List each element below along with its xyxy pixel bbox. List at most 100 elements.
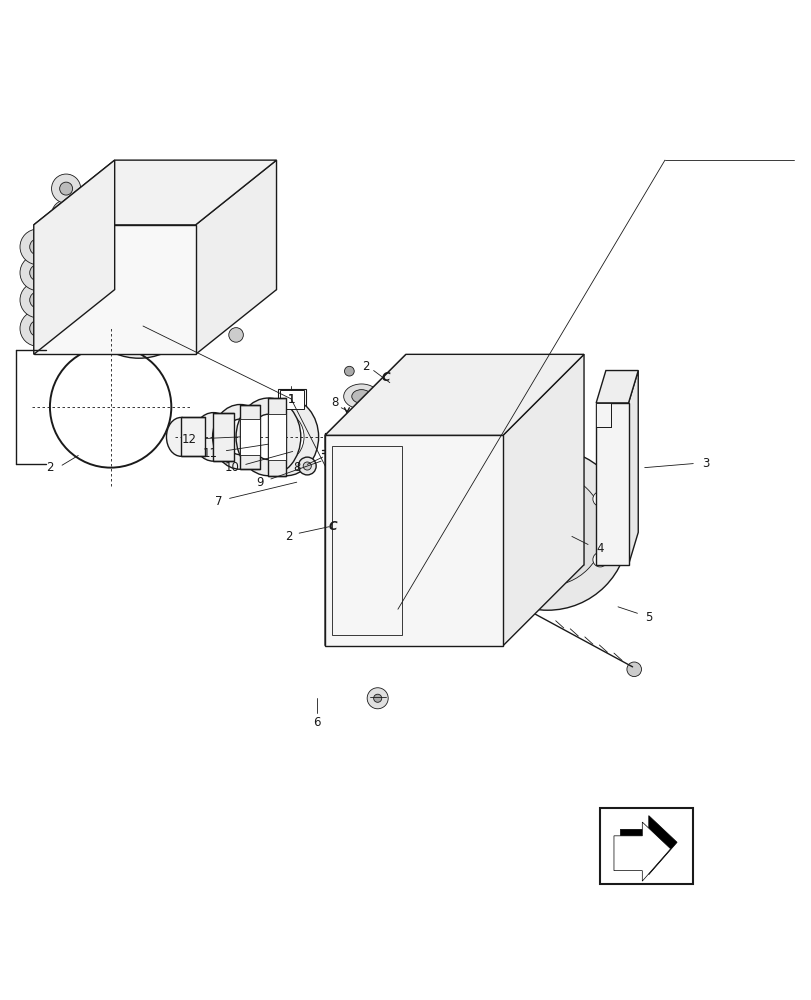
Circle shape	[367, 688, 388, 709]
Ellipse shape	[599, 461, 624, 481]
Circle shape	[366, 467, 377, 479]
Ellipse shape	[254, 398, 318, 476]
Polygon shape	[240, 419, 260, 455]
Circle shape	[466, 448, 628, 610]
Polygon shape	[324, 354, 406, 646]
Ellipse shape	[191, 417, 220, 456]
Ellipse shape	[268, 414, 303, 460]
Circle shape	[161, 257, 178, 273]
Circle shape	[336, 601, 362, 627]
Circle shape	[358, 460, 384, 486]
Text: 4: 4	[596, 542, 603, 555]
Polygon shape	[34, 225, 195, 354]
Polygon shape	[324, 435, 503, 646]
Ellipse shape	[354, 528, 368, 538]
Ellipse shape	[599, 500, 624, 519]
Text: 3: 3	[701, 457, 708, 470]
Polygon shape	[595, 403, 610, 427]
Circle shape	[515, 497, 579, 562]
Polygon shape	[620, 816, 676, 875]
Circle shape	[539, 583, 554, 597]
Circle shape	[30, 239, 46, 255]
Circle shape	[360, 617, 383, 640]
Circle shape	[336, 528, 362, 553]
Polygon shape	[595, 403, 628, 565]
Text: 2: 2	[362, 360, 369, 373]
Polygon shape	[628, 371, 637, 565]
Ellipse shape	[246, 419, 275, 455]
Circle shape	[336, 496, 362, 522]
Ellipse shape	[59, 182, 72, 195]
Text: C: C	[328, 520, 337, 533]
Ellipse shape	[341, 456, 381, 484]
Ellipse shape	[343, 384, 379, 409]
Circle shape	[119, 277, 158, 315]
Text: 12: 12	[182, 433, 196, 446]
Ellipse shape	[470, 381, 502, 400]
Ellipse shape	[59, 234, 72, 247]
Ellipse shape	[225, 419, 255, 455]
Circle shape	[343, 535, 354, 546]
Circle shape	[487, 628, 502, 642]
Text: 10: 10	[225, 461, 239, 474]
Circle shape	[487, 552, 502, 567]
Circle shape	[539, 461, 554, 476]
Circle shape	[298, 457, 315, 475]
Ellipse shape	[521, 383, 546, 399]
Ellipse shape	[195, 184, 212, 195]
Ellipse shape	[20, 229, 55, 265]
Ellipse shape	[20, 282, 55, 318]
Circle shape	[487, 438, 502, 453]
Ellipse shape	[353, 429, 369, 440]
Text: C: C	[381, 371, 389, 384]
Polygon shape	[268, 398, 286, 476]
Circle shape	[366, 503, 377, 515]
Polygon shape	[240, 405, 260, 469]
Ellipse shape	[420, 383, 444, 399]
Ellipse shape	[251, 414, 286, 460]
Circle shape	[344, 551, 354, 561]
Circle shape	[592, 492, 607, 506]
Circle shape	[303, 462, 311, 470]
Polygon shape	[213, 413, 234, 461]
Circle shape	[30, 292, 46, 308]
Ellipse shape	[599, 539, 624, 558]
Bar	[599, 808, 693, 884]
Circle shape	[80, 253, 97, 269]
Ellipse shape	[51, 252, 80, 281]
Polygon shape	[613, 822, 670, 881]
Ellipse shape	[51, 174, 80, 203]
Ellipse shape	[212, 405, 268, 469]
Circle shape	[358, 528, 384, 553]
Text: 2: 2	[46, 461, 54, 474]
Circle shape	[626, 662, 641, 677]
Ellipse shape	[147, 184, 163, 195]
Ellipse shape	[186, 179, 221, 200]
Circle shape	[30, 320, 46, 337]
Ellipse shape	[166, 417, 195, 456]
Polygon shape	[268, 414, 286, 460]
Circle shape	[358, 496, 384, 522]
Circle shape	[229, 328, 243, 342]
Ellipse shape	[59, 260, 72, 273]
Bar	[280, 390, 303, 409]
Ellipse shape	[137, 179, 173, 200]
Text: 2: 2	[285, 530, 292, 543]
Circle shape	[100, 257, 116, 273]
Ellipse shape	[351, 390, 371, 403]
Text: 8: 8	[331, 396, 338, 409]
Circle shape	[343, 467, 354, 479]
Text: 5: 5	[644, 611, 652, 624]
Circle shape	[344, 366, 354, 376]
Circle shape	[77, 234, 201, 358]
Circle shape	[367, 624, 376, 634]
Circle shape	[343, 503, 354, 515]
Text: 6: 6	[313, 716, 320, 729]
Ellipse shape	[236, 398, 300, 476]
Polygon shape	[595, 371, 637, 403]
Ellipse shape	[233, 405, 287, 469]
Text: 1: 1	[288, 393, 295, 406]
Ellipse shape	[453, 373, 518, 409]
Polygon shape	[324, 354, 583, 435]
Polygon shape	[181, 417, 205, 456]
